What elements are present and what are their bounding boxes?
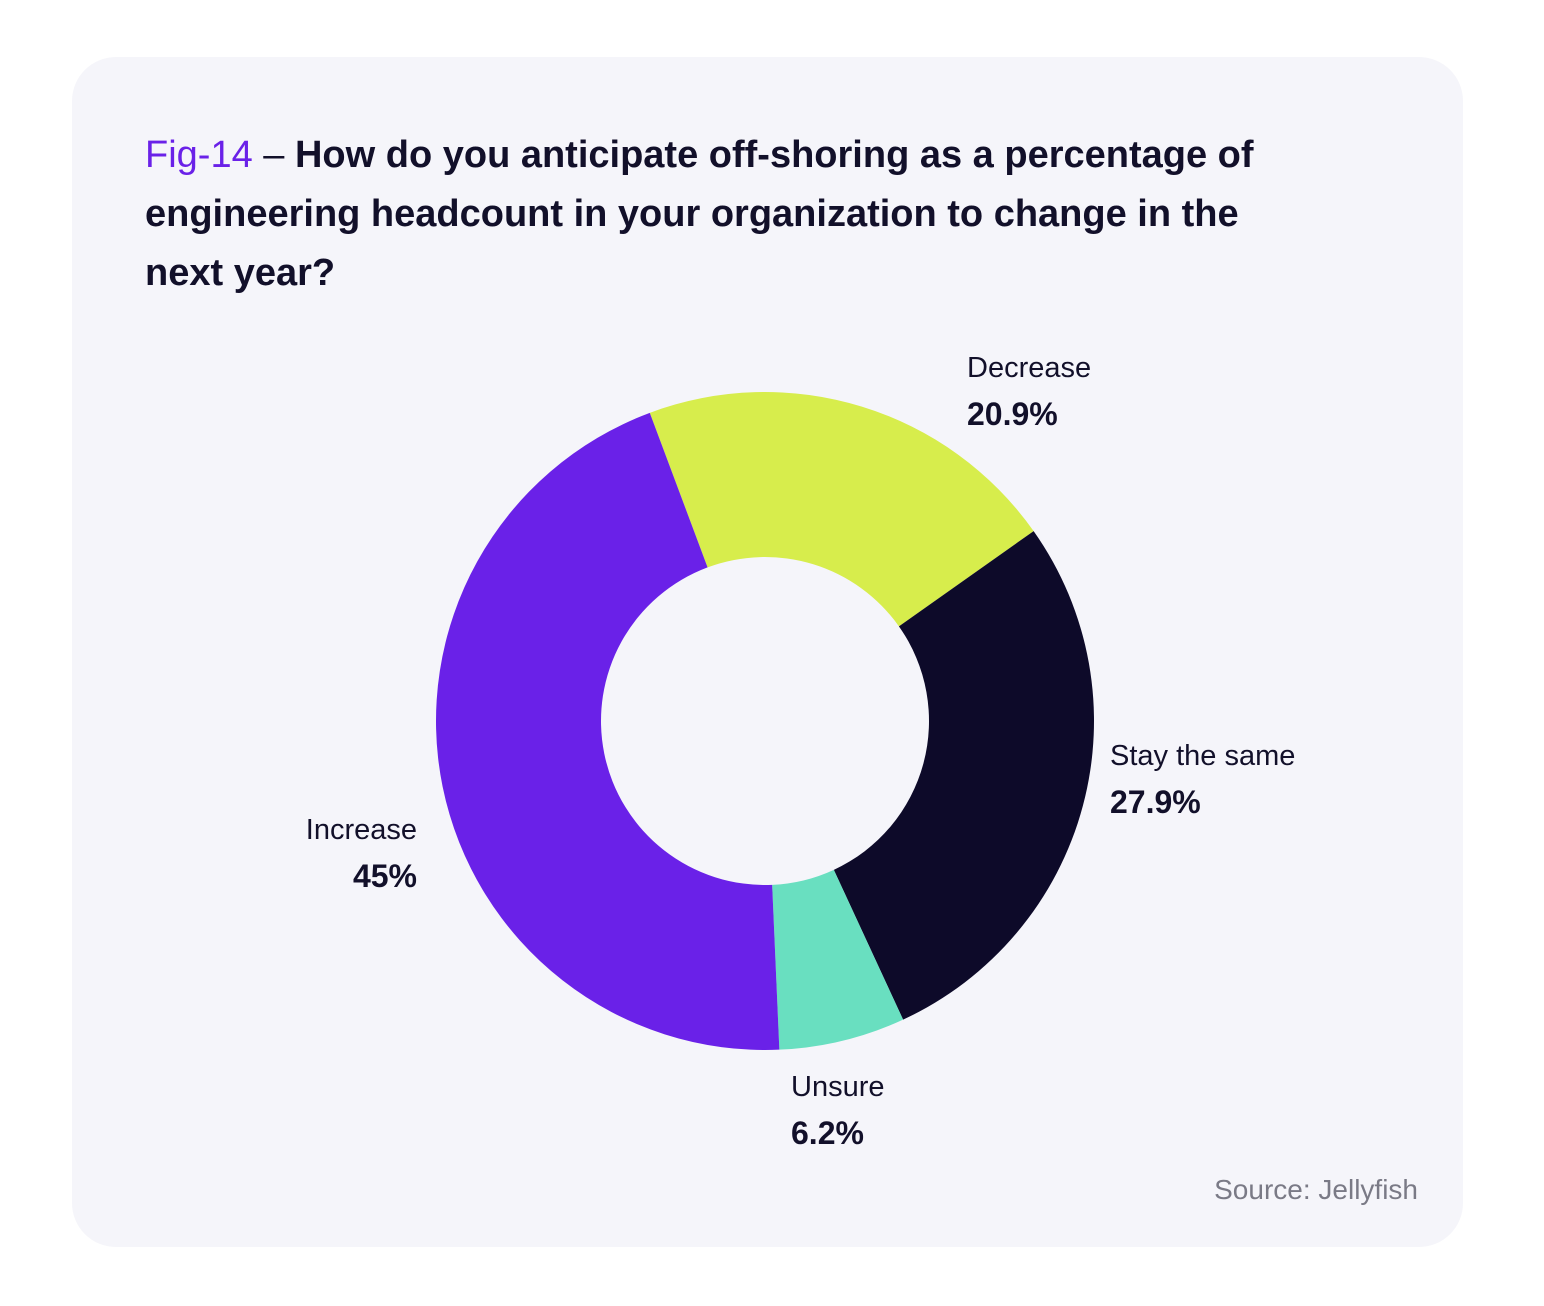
label-unsure: Unsure 6.2% — [791, 1069, 885, 1153]
slice-increase — [436, 412, 780, 1050]
slice-name-unsure: Unsure — [791, 1071, 885, 1103]
slice-name-stay-the-same: Stay the same — [1110, 740, 1296, 772]
slice-stay-the-same — [833, 531, 1095, 1020]
slice-name-increase: Increase — [305, 814, 417, 846]
source-note: Source: Jellyfish — [1214, 1174, 1418, 1205]
slice-value-unsure: 6.2% — [791, 1115, 864, 1151]
label-stay-the-same: Stay the same 27.9% — [1110, 738, 1295, 822]
title-separator: – — [252, 134, 295, 176]
slice-unsure — [772, 869, 904, 1050]
label-decrease: Decrease 20.9% — [967, 350, 1091, 434]
figure-number: Fig-14 — [145, 134, 253, 176]
slice-decrease — [649, 391, 1034, 627]
slice-value-increase: 45% — [352, 858, 417, 894]
slice-name-decrease: Decrease — [967, 352, 1092, 384]
label-increase: Increase 45% — [240, 812, 417, 896]
chart-title: Fig-14 – How do you anticipate off-shori… — [145, 126, 1325, 303]
slice-value-decrease: 20.9% — [967, 396, 1058, 432]
slice-value-stay-the-same: 27.9% — [1110, 784, 1201, 820]
chart-question: How do you anticipate off-shoring as a p… — [145, 134, 1254, 294]
